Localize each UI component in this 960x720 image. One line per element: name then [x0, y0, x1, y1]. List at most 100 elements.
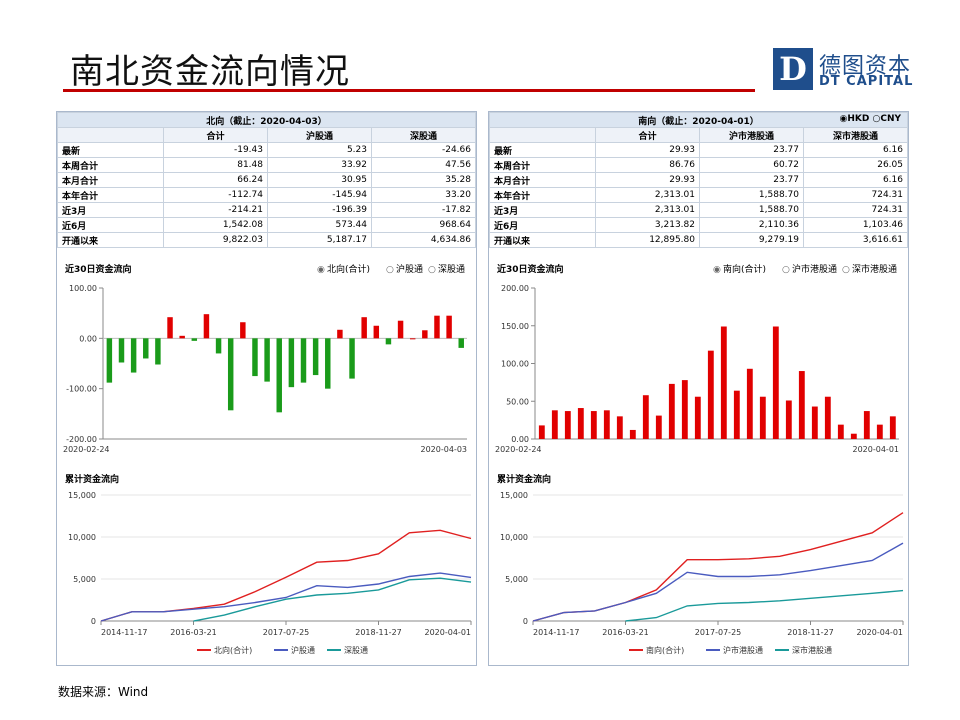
row-label: 开通以来	[489, 232, 596, 248]
y-tick-label: 0	[91, 617, 96, 626]
bar	[167, 317, 173, 339]
bar	[276, 338, 282, 413]
bar	[215, 338, 222, 354]
cell: 4,634.86	[371, 232, 476, 248]
cell: 2,110.36	[699, 217, 804, 233]
chart-title: 累计资金流向	[497, 473, 551, 485]
bar	[733, 390, 740, 439]
table-row: 开通以来 9,822.03 5,187.17 4,634.86	[57, 232, 476, 248]
northbound-table: 北向（截止：2020-04-03） 合计 沪股通 深股通 最新 -19.43 5.2…	[57, 112, 476, 248]
table-row: 本周合计 86.76 60.72 26.05	[489, 157, 908, 173]
series-line	[532, 512, 904, 622]
cell: -145.94	[267, 187, 372, 203]
chart-title: 近30日资金流向	[497, 263, 564, 275]
bar	[642, 395, 649, 439]
bar	[629, 429, 636, 439]
table-row: 最新 29.93 23.77 6.16	[489, 142, 908, 158]
northbound-cumulative-line-chart: 累计资金流向 15,000 10,000 5,000 0 2014-11-17 2016-0…	[65, 473, 472, 655]
y-tick-label: -100.00	[66, 385, 97, 394]
cell: -24.66	[371, 142, 476, 158]
bar	[300, 338, 307, 383]
southbound-cumulative-line-chart: 累计资金流向 15,000 10,000 5,000 0 2014-11-17 2016-0…	[497, 473, 904, 655]
x-tick-label: 2020-04-03	[421, 445, 468, 454]
bar	[889, 416, 896, 439]
bar	[325, 338, 331, 389]
radio-icon: ○	[386, 265, 394, 275]
row-label: 本周合计	[57, 157, 164, 173]
radio-icon: ○	[842, 265, 850, 275]
table-row: 本年合计 -112.74 -145.94 33.20	[57, 187, 476, 203]
bar	[746, 368, 753, 439]
x-tick-label: 2017-07-25	[263, 628, 310, 637]
cell: 29.93	[595, 142, 700, 158]
cell: 968.64	[371, 217, 476, 233]
cell: 23.77	[699, 142, 804, 158]
cell: 33.92	[267, 157, 372, 173]
bar	[458, 338, 464, 348]
radio-label: 深市港股通	[852, 263, 897, 275]
bar	[785, 400, 792, 439]
cell: 26.05	[803, 157, 908, 173]
bar	[252, 338, 258, 377]
cell: 1,588.70	[699, 187, 804, 203]
y-tick-label: 100.00	[69, 284, 97, 293]
radio-icon: ○	[428, 265, 436, 275]
bar	[759, 396, 766, 439]
data-source-note: 数据来源：Wind	[58, 685, 149, 699]
bar	[850, 433, 857, 439]
radio-icon[interactable]: ◉	[839, 114, 848, 124]
x-tick-label: 2014-11-17	[101, 628, 148, 637]
y-tick-label: -200.00	[66, 435, 97, 444]
cell: 573.44	[267, 217, 372, 233]
table-row: 本月合计 66.24 30.95 35.28	[57, 172, 476, 188]
row-label: 近6月	[57, 217, 164, 233]
y-tick-label: 15,000	[68, 491, 96, 500]
y-tick-label: 10,000	[500, 533, 528, 542]
table-row: 本周合计 81.48 33.92 47.56	[57, 157, 476, 173]
cell: 3,616.61	[803, 232, 908, 248]
bar	[720, 326, 727, 439]
logo-mark: D	[773, 48, 813, 90]
table-row: 近6月 1,542.08 573.44 968.64	[57, 217, 476, 233]
bar	[130, 338, 137, 373]
legend-label: 北向(合计)	[214, 645, 252, 655]
series-line	[193, 577, 472, 622]
row-label: 近3月	[489, 202, 596, 218]
row-label: 近3月	[57, 202, 164, 218]
currency-option[interactable]: HKD	[847, 114, 870, 124]
row-label: 本月合计	[57, 172, 164, 188]
x-tick-label: 2017-07-25	[695, 628, 742, 637]
bar	[668, 383, 675, 439]
radio-label: 沪股通	[396, 263, 423, 275]
column-header: 沪市港股通	[699, 127, 804, 143]
bar	[385, 338, 392, 345]
x-tick-label: 2020-04-01	[853, 445, 900, 454]
series-line	[532, 542, 904, 622]
cell: 5.23	[267, 142, 372, 158]
table-row: 本年合计 2,313.01 1,588.70 724.31	[489, 187, 908, 203]
bar	[155, 338, 161, 365]
bar	[772, 326, 779, 439]
column-header: 深股通	[371, 127, 476, 143]
bar	[590, 411, 597, 439]
row-label: 开通以来	[57, 232, 164, 248]
row-label: 最新	[489, 142, 596, 158]
cell: 66.24	[163, 172, 268, 188]
bar	[564, 411, 571, 439]
bar	[203, 314, 210, 339]
cell: 2,313.01	[595, 202, 700, 218]
currency-option[interactable]: CNY	[880, 114, 901, 124]
bar	[227, 338, 234, 411]
page-title: 南北资金流向情况	[70, 52, 350, 92]
y-tick-label: 150.00	[501, 322, 529, 331]
bar	[397, 320, 404, 339]
column-header	[489, 127, 596, 143]
cell: -196.39	[267, 202, 372, 218]
bar	[349, 338, 355, 379]
radio-icon[interactable]: ○	[872, 114, 881, 124]
x-tick-label: 2020-04-01	[425, 628, 472, 637]
column-header: 合计	[163, 127, 268, 143]
cell: 9,822.03	[163, 232, 268, 248]
cell: 30.95	[267, 172, 372, 188]
row-label: 近6月	[489, 217, 596, 233]
